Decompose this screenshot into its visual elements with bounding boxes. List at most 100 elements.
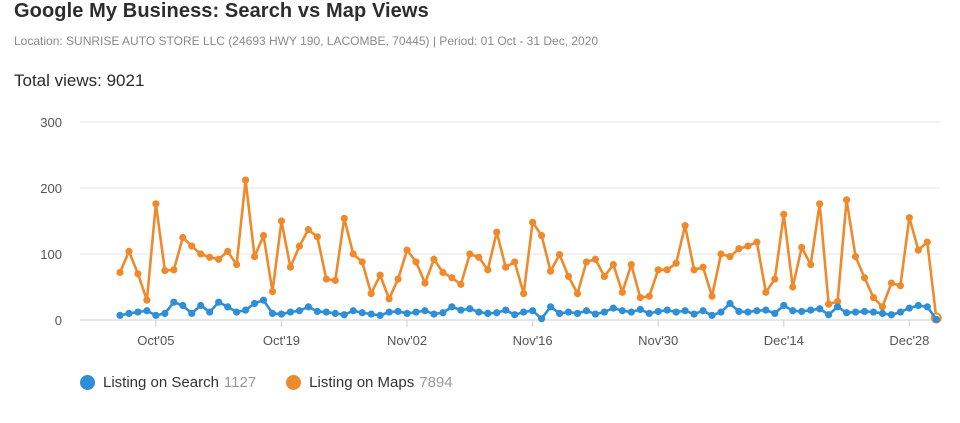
data-point[interactable] xyxy=(546,303,555,311)
data-point[interactable] xyxy=(762,306,770,314)
data-point[interactable] xyxy=(744,308,752,316)
data-point[interactable] xyxy=(627,308,635,316)
data-point[interactable] xyxy=(798,307,806,316)
data-point[interactable] xyxy=(511,258,519,266)
data-point[interactable] xyxy=(851,308,860,316)
data-point[interactable] xyxy=(224,247,232,255)
data-point[interactable] xyxy=(726,253,734,261)
data-point[interactable] xyxy=(780,301,788,310)
data-point[interactable] xyxy=(591,255,600,263)
data-point[interactable] xyxy=(313,307,321,316)
data-point[interactable] xyxy=(842,309,851,317)
data-point[interactable] xyxy=(681,222,689,230)
data-point[interactable] xyxy=(869,293,878,302)
data-point[interactable] xyxy=(250,299,259,308)
data-point[interactable] xyxy=(753,307,761,315)
data-point[interactable] xyxy=(421,307,429,315)
data-point[interactable] xyxy=(376,311,384,319)
data-point[interactable] xyxy=(143,307,151,315)
data-point[interactable] xyxy=(537,231,546,240)
data-point[interactable] xyxy=(502,263,510,271)
data-point[interactable] xyxy=(582,307,591,315)
data-point[interactable] xyxy=(268,288,277,296)
data-point[interactable] xyxy=(358,309,366,317)
data-point[interactable] xyxy=(529,218,537,226)
data-point[interactable] xyxy=(699,263,707,271)
data-point[interactable] xyxy=(887,279,896,287)
data-point[interactable] xyxy=(717,308,725,316)
data-point[interactable] xyxy=(762,288,770,296)
data-point[interactable] xyxy=(627,260,635,269)
data-point[interactable] xyxy=(789,283,797,291)
data-point[interactable] xyxy=(663,306,671,314)
data-point[interactable] xyxy=(295,307,303,315)
data-point[interactable] xyxy=(798,243,806,251)
data-point[interactable] xyxy=(295,242,303,250)
data-point[interactable] xyxy=(654,307,662,316)
data-point[interactable] xyxy=(206,308,214,316)
data-point[interactable] xyxy=(152,200,160,208)
data-point[interactable] xyxy=(206,253,214,261)
data-point[interactable] xyxy=(475,308,483,316)
data-point[interactable] xyxy=(475,253,483,261)
data-point[interactable] xyxy=(179,233,187,242)
data-point[interactable] xyxy=(842,196,851,204)
data-point[interactable] xyxy=(340,311,348,319)
data-point[interactable] xyxy=(430,255,438,263)
data-point[interactable] xyxy=(708,292,716,300)
data-point[interactable] xyxy=(457,306,465,314)
data-point[interactable] xyxy=(188,309,196,317)
data-point[interactable] xyxy=(816,200,824,208)
data-point[interactable] xyxy=(349,307,357,315)
data-point[interactable] xyxy=(385,308,393,316)
data-point[interactable] xyxy=(466,250,474,258)
data-point[interactable] xyxy=(412,258,420,266)
data-point[interactable] xyxy=(609,304,617,312)
data-point[interactable] xyxy=(654,266,662,274)
data-point[interactable] xyxy=(520,290,528,298)
data-point[interactable] xyxy=(690,310,698,318)
data-point[interactable] xyxy=(825,300,833,308)
legend-item-maps[interactable]: Listing on Maps 7894 xyxy=(286,374,453,391)
data-point[interactable] xyxy=(493,228,501,236)
data-point[interactable] xyxy=(161,266,169,275)
data-point[interactable] xyxy=(197,250,205,258)
data-point[interactable] xyxy=(277,310,286,318)
data-point[interactable] xyxy=(448,274,456,282)
data-point[interactable] xyxy=(851,253,860,261)
data-point[interactable] xyxy=(439,309,447,317)
data-point[interactable] xyxy=(358,258,366,266)
data-point[interactable] xyxy=(484,309,492,317)
data-point[interactable] xyxy=(735,245,743,253)
data-point[interactable] xyxy=(134,308,142,316)
data-point[interactable] xyxy=(914,301,922,310)
data-point[interactable] xyxy=(376,271,384,279)
data-point[interactable] xyxy=(887,311,896,319)
data-point[interactable] xyxy=(143,296,151,304)
data-point[interactable] xyxy=(259,231,268,240)
data-point[interactable] xyxy=(546,267,555,275)
data-point[interactable] xyxy=(511,311,519,319)
data-point[interactable] xyxy=(807,260,815,269)
data-point[interactable] xyxy=(672,308,680,316)
data-point[interactable] xyxy=(134,270,142,278)
data-point[interactable] xyxy=(663,266,671,274)
data-point[interactable] xyxy=(726,299,734,308)
data-point[interactable] xyxy=(197,301,205,310)
data-point[interactable] xyxy=(286,263,295,271)
data-point[interactable] xyxy=(241,306,250,314)
data-point[interactable] xyxy=(215,255,223,263)
data-point[interactable] xyxy=(825,311,833,319)
data-point[interactable] xyxy=(367,290,375,298)
data-point[interactable] xyxy=(699,307,707,315)
data-point[interactable] xyxy=(537,315,546,323)
data-point[interactable] xyxy=(690,266,698,274)
data-point[interactable] xyxy=(259,296,268,304)
data-point[interactable] xyxy=(896,282,904,290)
data-point[interactable] xyxy=(170,298,178,306)
data-point[interactable] xyxy=(466,305,474,313)
data-point[interactable] xyxy=(394,307,402,316)
data-point[interactable] xyxy=(807,306,815,314)
data-point[interactable] xyxy=(277,217,286,225)
data-point[interactable] xyxy=(313,233,321,241)
